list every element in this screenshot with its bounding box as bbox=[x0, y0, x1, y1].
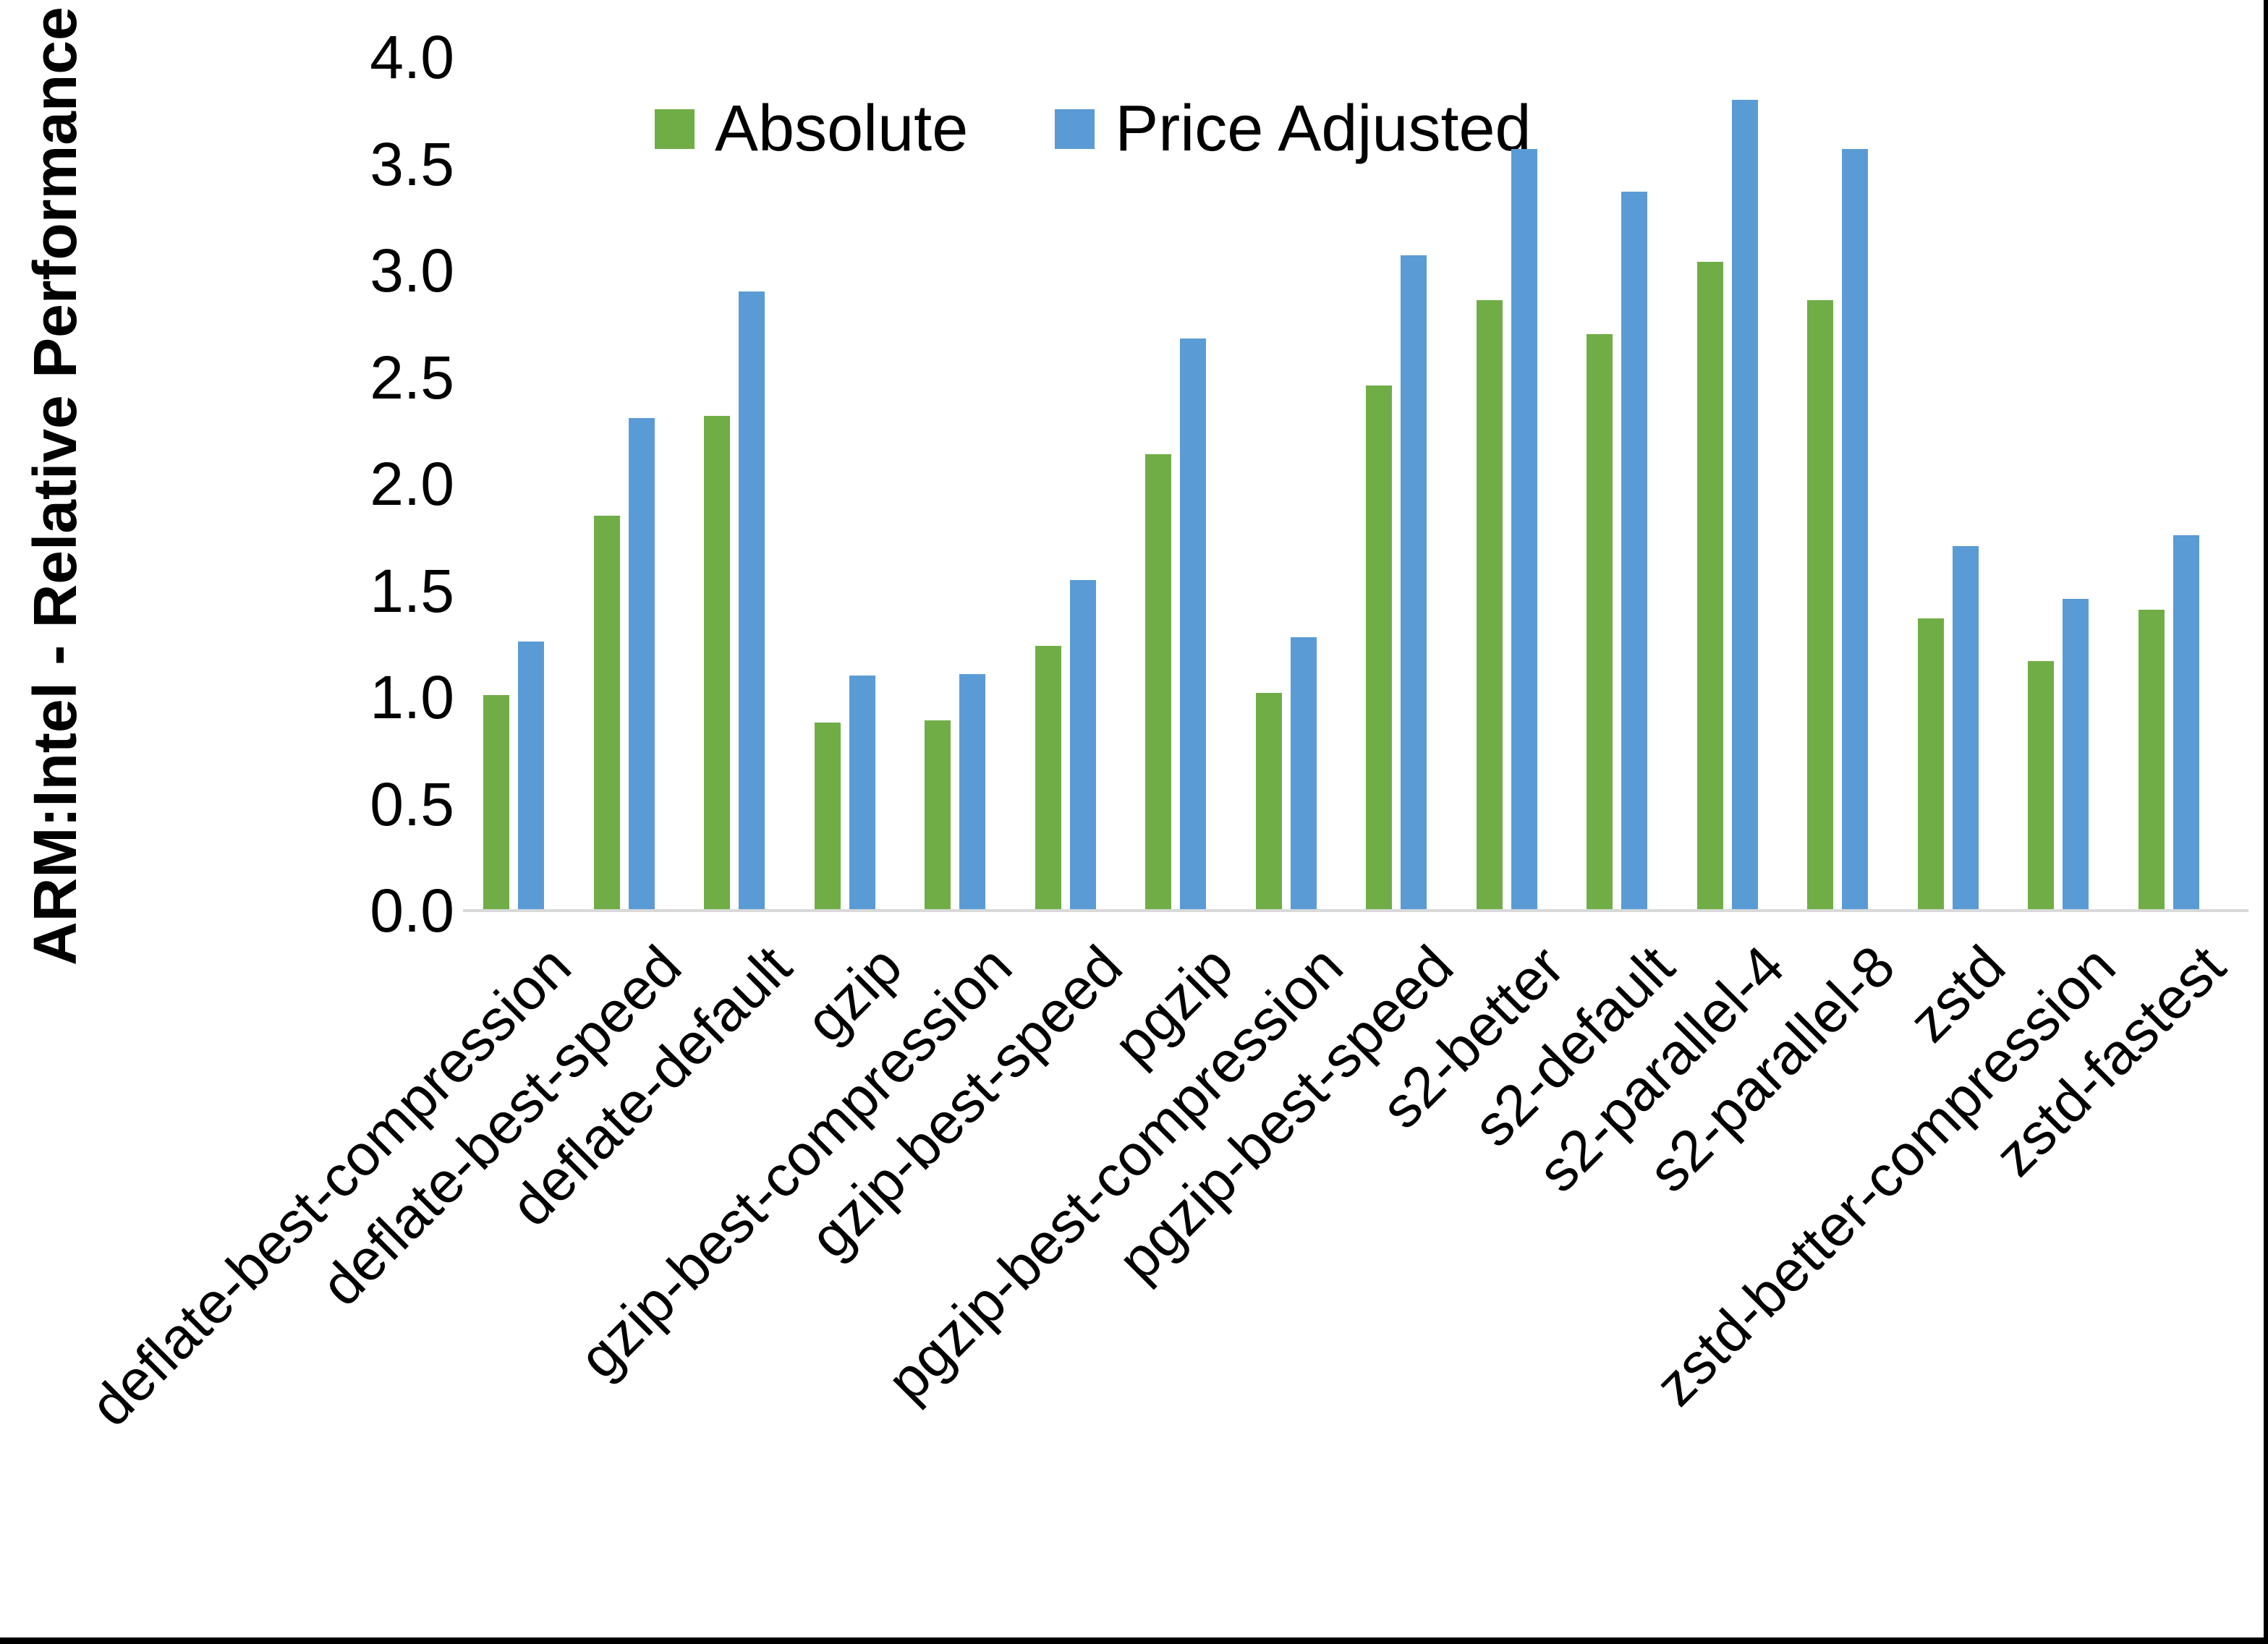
bar-absolute-deflate-best-compression bbox=[483, 695, 509, 911]
bar-price-adjusted-s2-better bbox=[1511, 149, 1537, 911]
legend-swatch-price-adjusted bbox=[1055, 108, 1095, 149]
bar-price-adjusted-pgzip-best-compression bbox=[1290, 637, 1317, 911]
bar-price-adjusted-s2-default bbox=[1621, 192, 1647, 911]
bar-absolute-pgzip-best-compression bbox=[1255, 693, 1282, 911]
y-tick-label: 2.0 bbox=[370, 450, 454, 518]
bar-absolute-zstd-fastest bbox=[2138, 610, 2165, 911]
bar-price-adjusted-deflate-best-compression bbox=[518, 642, 544, 911]
legend-label-price-adjusted: Price Adjusted bbox=[1115, 93, 1532, 165]
bar-absolute-zstd bbox=[1917, 618, 1944, 911]
bar-price-adjusted-gzip-best-speed bbox=[1069, 580, 1096, 911]
bar-price-adjusted-gzip-best-compression bbox=[959, 674, 985, 911]
bar-absolute-s2-better bbox=[1476, 300, 1503, 911]
legend-item-price-adjusted: Price Adjusted bbox=[1055, 93, 1532, 165]
bar-price-adjusted-s2-parallel-8 bbox=[1842, 149, 1868, 911]
bar-absolute-pgzip-best-speed bbox=[1366, 386, 1392, 911]
bar-absolute-deflate-best-speed bbox=[593, 516, 620, 911]
bar-price-adjusted-deflate-default bbox=[739, 291, 765, 911]
bar-absolute-gzip bbox=[814, 723, 841, 911]
bar-price-adjusted-pgzip-best-speed bbox=[1401, 255, 1427, 911]
y-tick-label: 0.0 bbox=[370, 877, 454, 945]
bar-price-adjusted-gzip bbox=[849, 676, 875, 911]
bar-absolute-zstd-better-compression bbox=[2028, 661, 2054, 911]
bar-absolute-gzip-best-speed bbox=[1035, 646, 1061, 911]
y-tick-label: 1.5 bbox=[370, 556, 454, 625]
y-tick-label: 1.0 bbox=[370, 663, 454, 731]
bar-price-adjusted-zstd-better-compression bbox=[2063, 599, 2089, 911]
y-tick-label: 0.5 bbox=[370, 770, 454, 838]
bar-absolute-deflate-default bbox=[704, 416, 730, 911]
bar-absolute-gzip-best-compression bbox=[925, 720, 951, 911]
bar-absolute-pgzip bbox=[1145, 454, 1171, 911]
legend-swatch-absolute bbox=[655, 108, 695, 149]
bar-absolute-s2-parallel-4 bbox=[1696, 262, 1723, 911]
legend-label-absolute: Absolute bbox=[715, 93, 969, 165]
legend-item-absolute: Absolute bbox=[655, 93, 968, 165]
y-tick-label: 3.0 bbox=[370, 237, 454, 304]
bar-price-adjusted-pgzip bbox=[1180, 338, 1206, 911]
x-axis-line bbox=[463, 909, 2248, 912]
bar-price-adjusted-s2-parallel-4 bbox=[1731, 100, 1758, 911]
bar-price-adjusted-zstd-fastest bbox=[2173, 535, 2199, 911]
bar-absolute-s2-parallel-8 bbox=[1807, 300, 1833, 911]
bar-price-adjusted-zstd bbox=[1952, 546, 1979, 911]
y-tick-label: 2.5 bbox=[370, 343, 454, 412]
bar-price-adjusted-deflate-best-speed bbox=[628, 418, 655, 911]
bar-absolute-s2-default bbox=[1587, 334, 1613, 911]
legend: Absolute Price Adjusted bbox=[655, 93, 1532, 165]
y-tick-label: 4.0 bbox=[370, 23, 454, 91]
y-tick-label: 3.5 bbox=[370, 129, 454, 198]
